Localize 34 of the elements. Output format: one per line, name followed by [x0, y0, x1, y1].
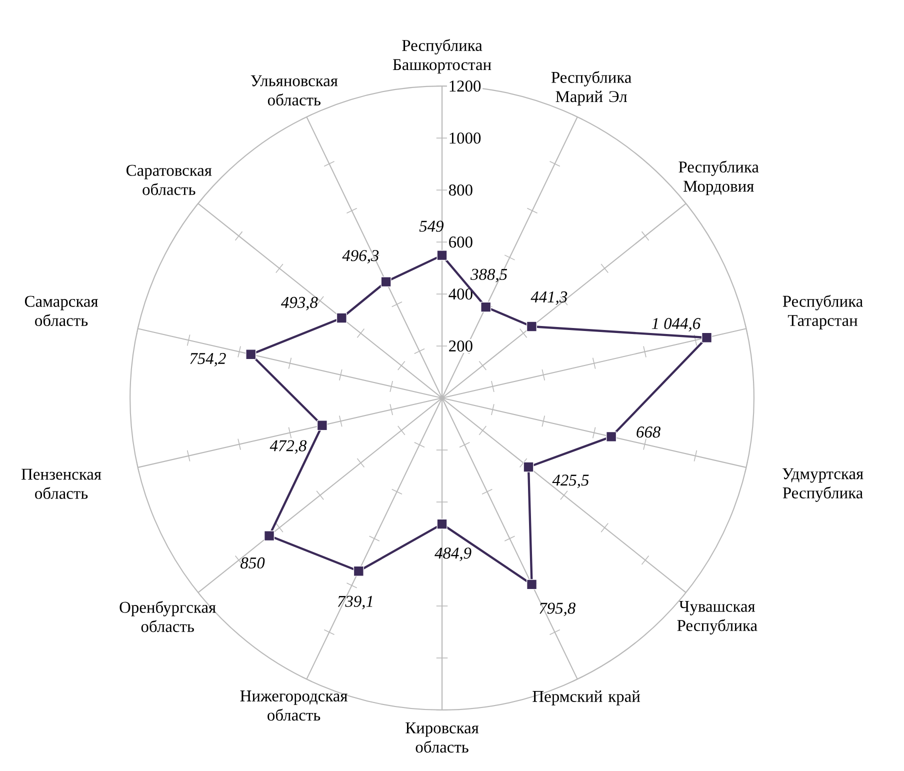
data-label: 496,3: [342, 250, 379, 264]
data-label: 754,2: [190, 352, 226, 366]
data-label: 484,9: [434, 548, 472, 562]
data-label: 388,5: [470, 268, 508, 282]
spoke-label: Кировская область: [406, 722, 479, 753]
data-label: 472,8: [270, 440, 307, 454]
y-tick-label: 1200: [450, 80, 481, 92]
y-tick-label: 200: [449, 340, 472, 352]
data-label: 1 044,6: [652, 318, 701, 332]
spoke-label: Республика Татарстан: [782, 294, 863, 330]
spoke-label: Самарская область: [24, 296, 98, 326]
spoke-label: Удмуртская Республика: [782, 468, 864, 502]
y-tick-label: 1000: [450, 132, 481, 144]
spoke-label: Республика Мордовия: [678, 160, 759, 196]
data-label: 441,3: [530, 291, 568, 305]
data-label: 549: [419, 220, 444, 232]
spoke-label: Пермский край: [532, 690, 640, 706]
spoke-label: Нижегородская область: [240, 690, 348, 721]
spoke-label: Республика Марий Эл: [551, 70, 632, 106]
spoke-label: Ульяновская область: [250, 75, 338, 106]
spoke-label: Саратовская область: [126, 164, 212, 196]
y-tick-label: 600: [449, 236, 472, 248]
data-label: 668: [636, 426, 660, 438]
data-label: 493,8: [280, 296, 318, 310]
data-label: 425,5: [552, 474, 589, 488]
data-label: 795,8: [540, 602, 576, 616]
data-label: 739,1: [338, 596, 372, 610]
spoke-label: Республика Башкортостан: [392, 39, 492, 74]
spoke-label: Чувашская Республика: [677, 600, 758, 634]
data-label: 850: [240, 557, 265, 568]
spoke-label: Оренбургская область: [120, 600, 216, 632]
y-tick-label: 400: [448, 288, 472, 300]
spoke-label: Пензенская область: [22, 468, 102, 499]
y-tick-label: 800: [448, 184, 472, 196]
